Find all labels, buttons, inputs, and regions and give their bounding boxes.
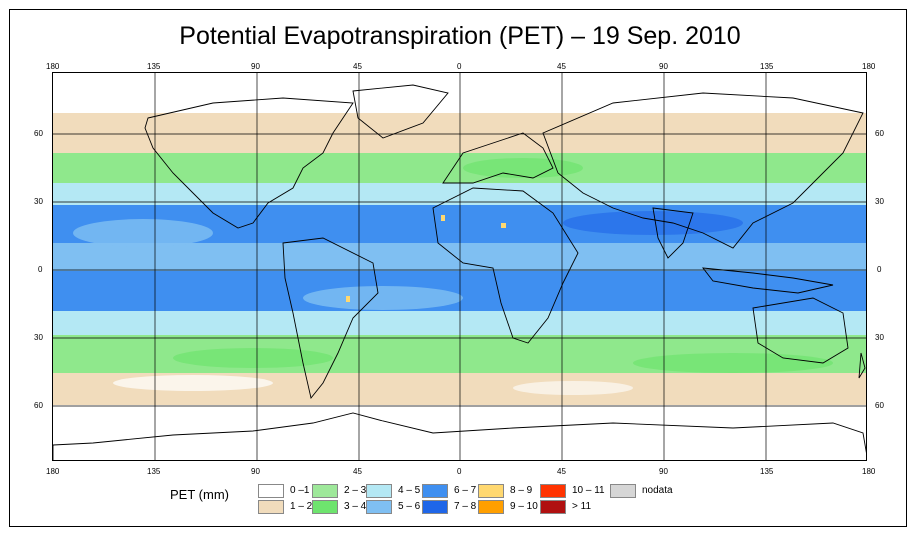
europe xyxy=(442,132,554,184)
legend-title: PET (mm) xyxy=(170,487,229,502)
legend-label: 1 – 2 xyxy=(290,501,313,512)
legend-label: 0 –1 xyxy=(290,485,310,496)
lat-label: 60 xyxy=(34,129,43,138)
lon-label: 135 xyxy=(760,467,774,476)
lon-label: 90 xyxy=(659,467,668,476)
lon-label: 0 xyxy=(457,62,462,71)
lat-label: 60 xyxy=(34,401,43,410)
pet-map-svg xyxy=(53,73,866,460)
asia xyxy=(542,92,864,249)
figure-frame xyxy=(9,9,907,527)
lat-label: 30 xyxy=(875,197,884,206)
lon-label: 180 xyxy=(46,62,60,71)
north-america xyxy=(144,97,354,229)
legend-label: 3 – 4 xyxy=(344,501,367,512)
legend-swatch xyxy=(366,484,392,498)
legend-swatch xyxy=(422,484,448,498)
lon-label: 135 xyxy=(760,62,774,71)
lon-label: 45 xyxy=(353,62,362,71)
legend-label: 4 – 5 xyxy=(398,485,421,496)
legend-label: 7 – 8 xyxy=(454,501,477,512)
pet-patch xyxy=(113,375,273,391)
lat-label: 30 xyxy=(875,333,884,342)
pet-patch xyxy=(303,286,463,310)
legend-swatch xyxy=(366,500,392,514)
lon-label: 90 xyxy=(659,62,668,71)
legend-swatch xyxy=(312,484,338,498)
band-south-blue xyxy=(53,271,866,313)
pet-hotspot xyxy=(346,296,350,302)
legend-swatch xyxy=(478,500,504,514)
legend-label: 5 – 6 xyxy=(398,501,421,512)
india xyxy=(652,207,694,259)
legend-swatch xyxy=(422,500,448,514)
lon-label: 45 xyxy=(557,62,566,71)
lon-label: 180 xyxy=(46,467,60,476)
lon-label: 90 xyxy=(251,467,260,476)
lon-label: 135 xyxy=(147,467,161,476)
lat-label: 30 xyxy=(34,197,43,206)
legend-swatch xyxy=(258,484,284,498)
map-title: Potential Evapotranspiration (PET) – 19 … xyxy=(179,22,741,50)
coastlines xyxy=(53,84,866,460)
lat-label: 0 xyxy=(877,265,882,274)
lon-label: 0 xyxy=(457,467,462,476)
lon-label: 135 xyxy=(147,62,161,71)
antarctica xyxy=(53,412,866,460)
pet-patch xyxy=(73,219,213,247)
lon-label: 45 xyxy=(557,467,566,476)
lon-label: 45 xyxy=(353,467,362,476)
lon-label: 180 xyxy=(862,62,876,71)
legend-swatch xyxy=(258,500,284,514)
new-zealand xyxy=(858,352,866,379)
legend-swatch xyxy=(540,500,566,514)
lat-label: 60 xyxy=(875,401,884,410)
legend-label: nodata xyxy=(642,485,673,496)
legend-swatch xyxy=(610,484,636,498)
legend-swatch xyxy=(540,484,566,498)
pet-hotspot xyxy=(441,215,445,221)
lat-label: 30 xyxy=(34,333,43,342)
graticule xyxy=(53,73,866,460)
legend-label: 2 – 3 xyxy=(344,485,367,496)
lat-label: 60 xyxy=(875,129,884,138)
pet-hotspot xyxy=(501,223,506,228)
legend-label: 9 – 10 xyxy=(510,501,538,512)
lat-label: 0 xyxy=(38,265,43,274)
band-polar-south xyxy=(53,405,866,460)
legend-label: 8 – 9 xyxy=(510,485,533,496)
australia xyxy=(752,297,849,364)
pet-map xyxy=(52,72,867,461)
south-america xyxy=(282,237,379,400)
africa xyxy=(432,187,579,344)
band-polar-north xyxy=(53,73,866,113)
legend-label: 10 – 11 xyxy=(572,485,605,496)
band-south-cyan xyxy=(53,311,866,339)
band-equator xyxy=(53,243,866,273)
pet-patch xyxy=(633,353,833,373)
legend-swatch xyxy=(478,484,504,498)
pet-patch xyxy=(463,158,583,178)
legend-label: > 11 xyxy=(572,501,591,512)
pet-patch xyxy=(173,348,333,368)
band-north-beige xyxy=(53,113,866,158)
legend-swatch xyxy=(312,500,338,514)
lon-label: 180 xyxy=(862,467,876,476)
lon-label: 90 xyxy=(251,62,260,71)
indonesia xyxy=(702,267,834,294)
pet-patch xyxy=(563,211,743,235)
greenland xyxy=(352,84,449,139)
legend-label: 6 – 7 xyxy=(454,485,477,496)
pet-patch xyxy=(513,381,633,395)
